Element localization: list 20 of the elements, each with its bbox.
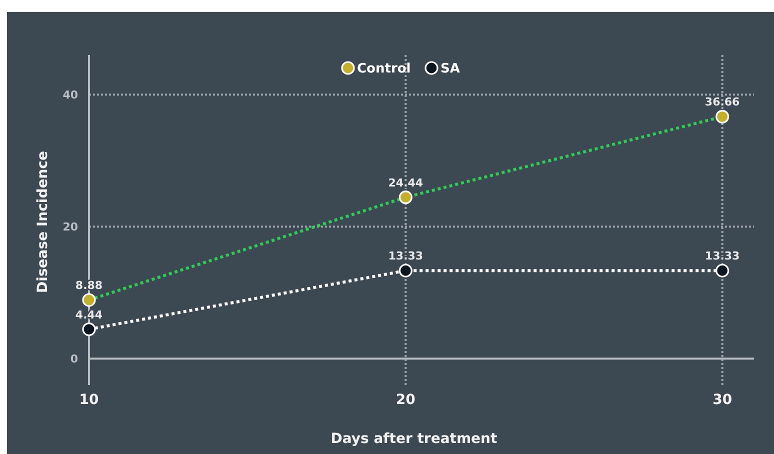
x-tick-label: 20 xyxy=(396,392,416,408)
y-axis-title: Disease Incidence xyxy=(35,151,51,293)
point xyxy=(82,322,96,336)
point xyxy=(82,293,96,307)
point xyxy=(398,264,412,278)
data-label: 13.33 xyxy=(388,250,424,263)
y-tick-label: 0 xyxy=(70,352,78,366)
point xyxy=(398,190,412,204)
point xyxy=(716,110,730,124)
data-label: 24.44 xyxy=(388,176,424,190)
x-axis-title: Days after treatment xyxy=(330,431,498,447)
point xyxy=(716,264,730,278)
data-label: 36.66 xyxy=(704,96,740,109)
y-tick-label: 20 xyxy=(62,220,78,234)
legend-label: Control xyxy=(357,62,411,77)
y-tick-label: 40 xyxy=(62,88,78,102)
data-label: 13.33 xyxy=(704,250,740,263)
x-tick-label: 30 xyxy=(712,392,732,408)
x-tick-label: 10 xyxy=(79,392,99,408)
legend-label: SA xyxy=(440,62,460,77)
